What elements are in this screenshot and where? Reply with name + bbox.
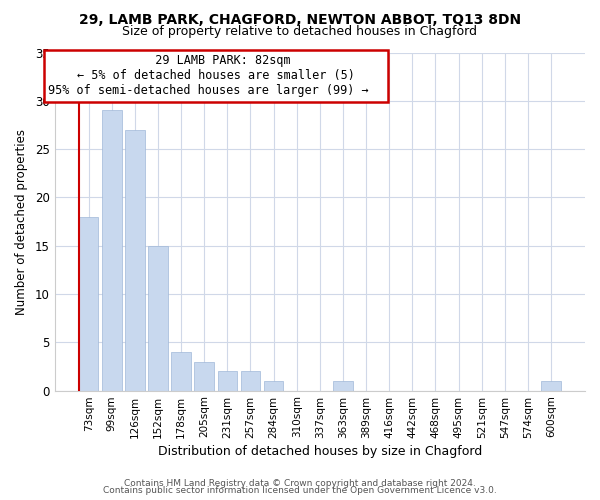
Bar bbox=[148, 246, 168, 390]
Text: Contains HM Land Registry data © Crown copyright and database right 2024.: Contains HM Land Registry data © Crown c… bbox=[124, 478, 476, 488]
Text: Contains public sector information licensed under the Open Government Licence v3: Contains public sector information licen… bbox=[103, 486, 497, 495]
Bar bbox=[102, 110, 122, 390]
Bar bbox=[264, 381, 283, 390]
Bar bbox=[171, 352, 191, 391]
Bar bbox=[79, 216, 98, 390]
Bar bbox=[541, 381, 561, 390]
Bar bbox=[333, 381, 353, 390]
Text: Size of property relative to detached houses in Chagford: Size of property relative to detached ho… bbox=[122, 25, 478, 38]
Bar bbox=[125, 130, 145, 390]
Y-axis label: Number of detached properties: Number of detached properties bbox=[15, 128, 28, 314]
X-axis label: Distribution of detached houses by size in Chagford: Distribution of detached houses by size … bbox=[158, 444, 482, 458]
Bar bbox=[194, 362, 214, 390]
Bar bbox=[241, 372, 260, 390]
Text: 29, LAMB PARK, CHAGFORD, NEWTON ABBOT, TQ13 8DN: 29, LAMB PARK, CHAGFORD, NEWTON ABBOT, T… bbox=[79, 12, 521, 26]
Bar bbox=[218, 372, 237, 390]
Text: 29 LAMB PARK: 82sqm
← 5% of detached houses are smaller (5)
95% of semi-detached: 29 LAMB PARK: 82sqm ← 5% of detached hou… bbox=[49, 54, 383, 98]
